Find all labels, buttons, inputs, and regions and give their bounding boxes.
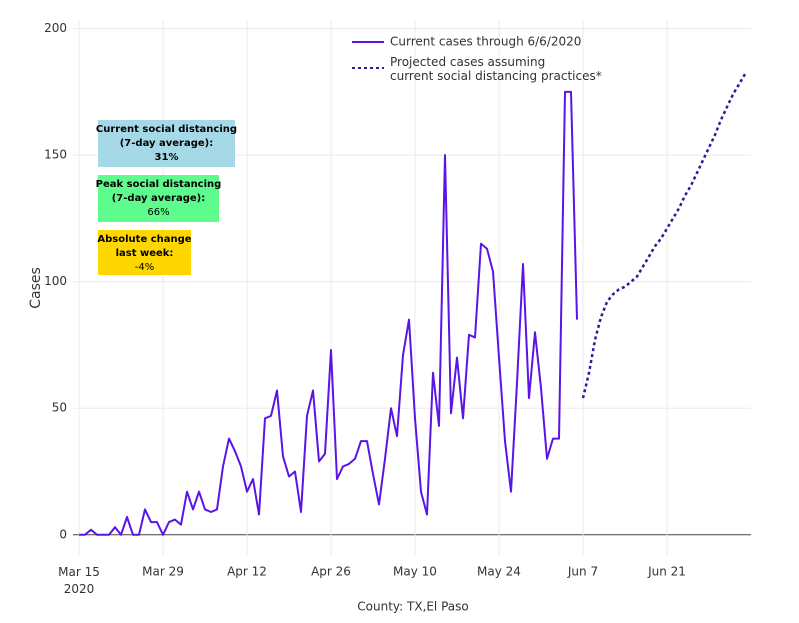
x-tick-label: May 24	[477, 565, 521, 579]
annotation-box	[98, 230, 191, 275]
x-tick-label: Mar 29	[142, 565, 184, 579]
legend-label: Current cases through 6/6/2020	[390, 35, 581, 49]
x-tick-label: Jun 7	[567, 565, 598, 579]
legend-label: Projected cases assuming current social d…	[390, 55, 602, 83]
annotation-label: Current social distancing	[96, 124, 237, 135]
y-tick-label: 150	[44, 148, 67, 162]
annotation-box	[98, 120, 235, 167]
x-tick-label: Apr 12	[227, 565, 267, 579]
annotation-value: 31%	[155, 152, 179, 163]
annotation-label: Absolute change	[97, 234, 191, 245]
annotation-label: (7-day average):	[112, 193, 206, 204]
x-tick-label: May 10	[393, 565, 437, 579]
annotation-value: -4%	[135, 262, 154, 273]
series-line	[581, 73, 747, 399]
annotation-value: 66%	[147, 207, 169, 218]
annotation-label: (7-day average):	[120, 138, 214, 149]
y-tick-label: 200	[44, 21, 67, 35]
annotation-label: last week:	[116, 248, 174, 259]
y-tick-label: 100	[44, 274, 67, 288]
x-tick-label: Jun 21	[647, 565, 686, 579]
y-tick-label: 0	[59, 527, 67, 541]
x-axis-title: County: TX,El Paso	[357, 600, 468, 614]
annotation-label: Peak social distancing	[96, 179, 222, 190]
series-line	[79, 90, 578, 536]
x-tick-label: Mar 15 2020	[58, 565, 100, 596]
y-axis-title: Cases	[28, 267, 44, 309]
y-tick-label: 50	[52, 401, 67, 415]
annotation-box	[98, 175, 219, 222]
x-tick-label: Apr 26	[311, 565, 351, 579]
